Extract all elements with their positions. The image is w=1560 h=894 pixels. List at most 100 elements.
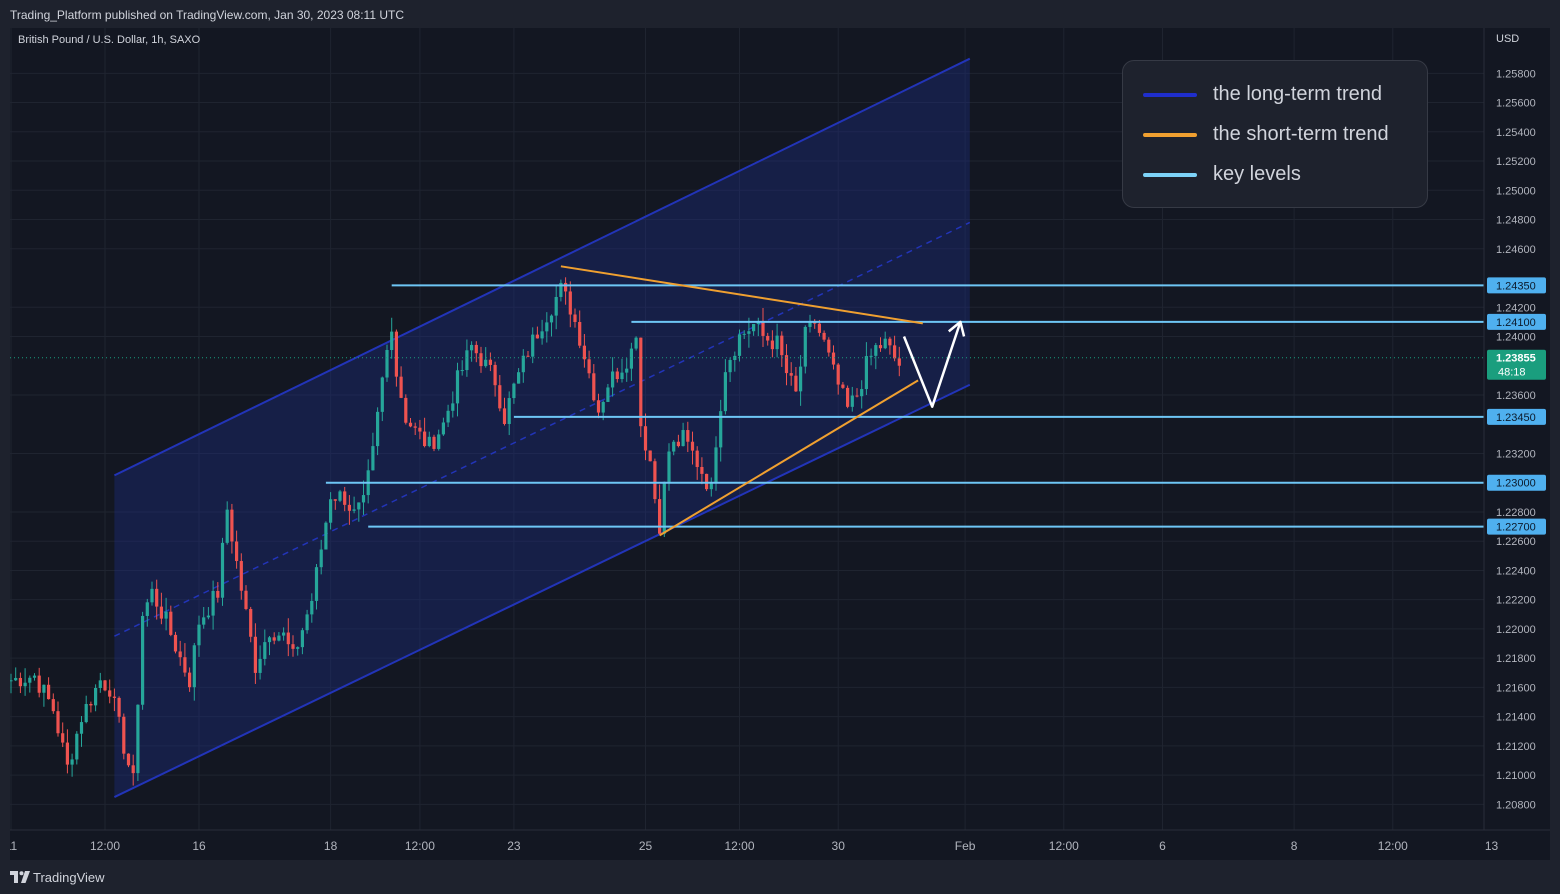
candle-down: [564, 282, 568, 292]
candle-down: [822, 332, 826, 340]
long-term-trend-channel: [113, 57, 971, 798]
price-tick-label: 1.22200: [1496, 595, 1536, 607]
candle-down: [178, 651, 182, 658]
candle-down: [244, 590, 248, 610]
symbol-label: British Pound / U.S. Dollar, 1h, SAXO: [18, 34, 201, 46]
price-chart[interactable]: 1.25800 1.25600 1.25400 1.25200 1.25000 1.248…: [10, 28, 1550, 860]
candle-down: [103, 680, 107, 691]
price-axis: 1.25800 1.25600 1.25400 1.25200 1.25000 1.248…: [1483, 28, 1550, 830]
candle-down: [789, 373, 793, 376]
projection-arrowhead: [947, 320, 966, 337]
key-level-price-text: 1.24350: [1496, 280, 1536, 292]
candle-down: [578, 322, 582, 346]
time-tick-label: 23: [507, 839, 521, 853]
price-tick-label: 1.21000: [1496, 770, 1536, 782]
price-tick-label: 1.25000: [1496, 185, 1536, 197]
price-tick-label: 1.25400: [1496, 127, 1536, 139]
candle-down: [112, 696, 116, 698]
publish-info-bar: Trading_Platform published on TradingVie…: [0, 0, 1560, 28]
key-level-price-text: 1.23450: [1496, 412, 1536, 424]
candle-down: [89, 703, 93, 706]
candle-up: [775, 335, 779, 350]
candle-down: [413, 426, 417, 428]
candle-down: [418, 427, 422, 432]
candle-up: [361, 495, 366, 503]
candle-down: [888, 338, 892, 346]
candle-down: [159, 606, 163, 619]
candle-up: [267, 637, 272, 643]
candle-up: [10, 680, 13, 682]
projection-path: [902, 321, 962, 408]
short-term-trend-lines: [560, 265, 923, 537]
candle-down: [18, 677, 22, 687]
candle-up: [79, 722, 84, 734]
chart-frame[interactable]: 1.25800 1.25600 1.25400 1.25200 1.25000 1.248…: [10, 28, 1550, 860]
candle-down: [658, 499, 662, 534]
candle-down: [568, 291, 572, 315]
time-axis: 11 12:00 16 18 12:00 23 25 12:00 30 Feb 12:00 6 8 12:…: [10, 829, 1550, 860]
channel-lower-line: [113, 383, 971, 798]
candle-up: [385, 350, 389, 378]
legend-swatch: [1143, 133, 1197, 137]
candle-down: [761, 322, 765, 336]
candle-up: [75, 733, 79, 760]
candle-up: [324, 522, 328, 550]
candle-down: [183, 657, 187, 673]
time-axis-bg: [10, 830, 1550, 860]
candle-down: [686, 430, 690, 442]
candle-down: [488, 359, 492, 365]
candle-down: [878, 345, 883, 349]
price-tick-label: 1.24800: [1496, 215, 1536, 227]
candle-up: [42, 684, 46, 693]
candle-down: [794, 375, 798, 392]
candle-down: [117, 697, 121, 717]
candle-up: [145, 602, 149, 616]
candle-up: [737, 334, 742, 356]
candle-down: [108, 690, 112, 697]
candle-up: [310, 600, 314, 615]
candle-down: [648, 450, 652, 462]
candle-up: [427, 436, 431, 447]
candle-up: [484, 359, 488, 367]
time-tick-label: Feb: [955, 839, 976, 853]
short-term-trend-line: [560, 265, 923, 325]
time-tick-label: 12:00: [1049, 839, 1079, 853]
time-tick-label: 16: [192, 839, 206, 853]
candle-up: [752, 323, 756, 332]
key-level-price-tag: [1487, 408, 1546, 425]
candle-up: [545, 322, 549, 332]
time-tick-label: 13: [1485, 839, 1499, 853]
candle-down: [695, 450, 699, 467]
candle-down: [582, 345, 586, 360]
candle-up: [300, 630, 304, 648]
candle-up: [681, 430, 685, 447]
price-tick-label: 1.22600: [1496, 536, 1536, 548]
candle-up: [94, 688, 98, 706]
price-tick-label: 1.21600: [1496, 682, 1536, 694]
candle-down: [122, 716, 126, 754]
tradingview-logo-icon: [10, 871, 30, 883]
candle-down: [841, 384, 845, 388]
price-tick-label: 1.22400: [1496, 565, 1536, 577]
time-tick-label: 12:00: [90, 839, 120, 853]
time-tick-label: 12:00: [724, 839, 754, 853]
candle-up: [371, 446, 375, 471]
candle-up: [437, 434, 441, 449]
brand-name: TradingView: [33, 870, 105, 885]
bar-countdown-text: 48:18: [1498, 367, 1526, 379]
price-tick-label: 1.21200: [1496, 741, 1536, 753]
candle-up: [709, 482, 713, 490]
last-price-tag: [1487, 349, 1546, 380]
candle-up: [277, 635, 281, 641]
time-tick-label: 12:00: [405, 839, 435, 853]
candle-up: [625, 368, 629, 373]
candle-up: [352, 509, 356, 511]
candle-down: [188, 672, 192, 688]
candle-up: [803, 326, 807, 367]
candle-up: [282, 632, 286, 636]
candle-up: [460, 370, 464, 372]
candle-down: [615, 371, 619, 380]
price-tick-label: 1.25200: [1496, 156, 1536, 168]
candle-down: [676, 441, 680, 447]
price-tick-label: 1.24200: [1496, 302, 1536, 314]
